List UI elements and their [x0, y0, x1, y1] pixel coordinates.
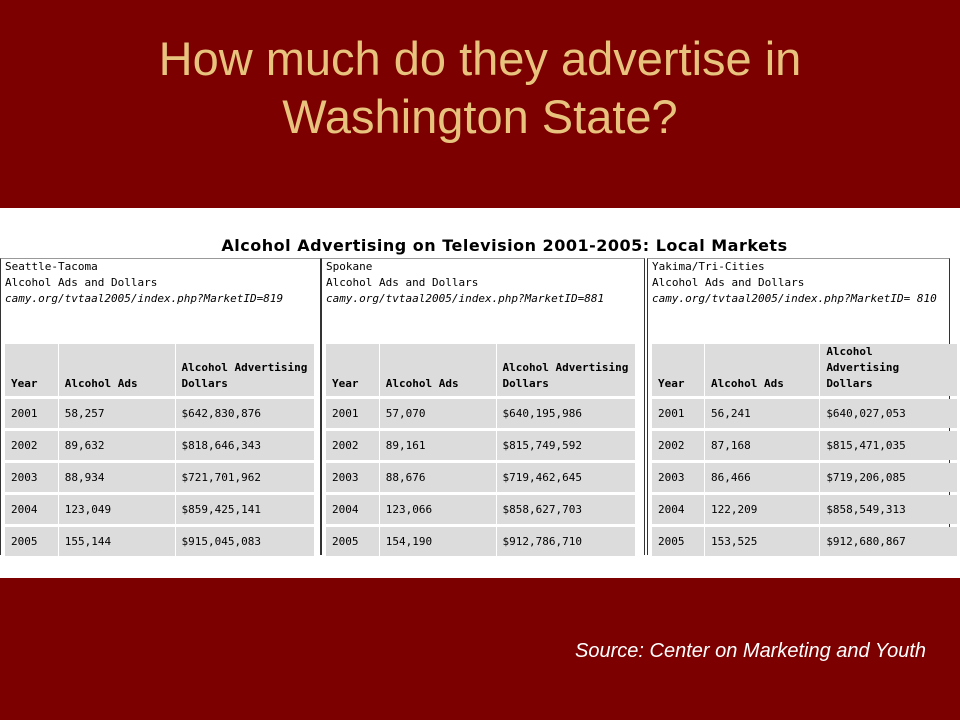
table-cell: 2002 [652, 431, 706, 460]
table-cell: 2003 [652, 463, 706, 492]
market-subtitle: Alcohol Ads and Dollars [652, 276, 805, 289]
table-cell: 87,168 [705, 431, 821, 460]
table-cell: 153,525 [705, 527, 821, 556]
market-name: Seattle-Tacoma [5, 260, 98, 273]
table-row: 2003 88,676 $719,462,645 [326, 463, 636, 492]
table-cell: 89,632 [58, 431, 176, 460]
table-cell: 57,070 [379, 399, 497, 428]
table-cell: 2001 [326, 399, 380, 428]
table-cell: 2002 [326, 431, 380, 460]
table-row: 2003 88,934 $721,701,962 [5, 463, 315, 492]
table-row: 2001 58,257 $642,830,876 [5, 399, 315, 428]
market-url: camy.org/tvtaal2005/index.php?MarketID=8… [326, 292, 605, 305]
market-table: Year Alcohol Ads Alcohol Advertising Dolla… [326, 341, 636, 559]
market-panel-spokane: Spokane Alcohol Ads and Dollars camy.org… [321, 258, 645, 556]
table-cell: 2005 [5, 527, 59, 556]
market-panel-yakima-tri-cities: Yakima/Tri-Cities Alcohol Ads and Dollar… [647, 258, 958, 556]
table-cell: $719,206,085 [820, 463, 958, 492]
table-cell: 2003 [326, 463, 380, 492]
column-header: Alcohol Advertising Dollars [175, 344, 315, 396]
table-cell: 2002 [5, 431, 59, 460]
table-row: 2002 87,168 $815,471,035 [652, 431, 958, 460]
market-subtitle: Alcohol Ads and Dollars [326, 276, 479, 289]
table-cell: 2001 [5, 399, 59, 428]
column-header: Alcohol Advertising Dollars [820, 344, 958, 396]
market-url: camy.org/tvtaal2005/index.php?MarketID=8… [5, 292, 284, 305]
table-cell: $858,549,313 [820, 495, 958, 524]
market-name: Spokane [326, 260, 373, 273]
table-header-row: Year Alcohol Ads Alcohol Advertising Dolla… [652, 344, 958, 396]
market-name: Yakima/Tri-Cities [652, 260, 765, 273]
table-cell: 2004 [652, 495, 706, 524]
table-cell: 123,066 [379, 495, 497, 524]
table-cell: $642,830,876 [175, 399, 315, 428]
table-cell: 58,257 [58, 399, 176, 428]
market-table: Year Alcohol Ads Alcohol Advertising Dolla… [652, 341, 958, 559]
figure-title: Alcohol Advertising on Television 2001-2… [221, 236, 788, 255]
table-cell: 88,676 [379, 463, 497, 492]
table-cell: 155,144 [58, 527, 176, 556]
table-cell: $721,701,962 [175, 463, 315, 492]
market-subtitle: Alcohol Ads and Dollars [5, 276, 158, 289]
table-cell: 2004 [5, 495, 59, 524]
table-cell: 122,209 [705, 495, 821, 524]
table-row: 2005 153,525 $912,680,867 [652, 527, 958, 556]
table-figure: Alcohol Advertising on Television 2001-2… [0, 208, 960, 578]
table-cell: $912,786,710 [496, 527, 636, 556]
market-panel-seattle-tacoma: Seattle-Tacoma Alcohol Ads and Dollars c… [0, 258, 321, 556]
table-cell: 2003 [5, 463, 59, 492]
source-caption: Source: Center on Marketing and Youth [575, 640, 926, 662]
table-cell: $859,425,141 [175, 495, 315, 524]
table-cell: $719,462,645 [496, 463, 636, 492]
table-row: 2001 57,070 $640,195,986 [326, 399, 636, 428]
table-row: 2005 155,144 $915,045,083 [5, 527, 315, 556]
table-cell: $915,045,083 [175, 527, 315, 556]
slide-title-line-2: Washington State? [282, 90, 678, 143]
table-row: 2001 56,241 $640,027,053 [652, 399, 958, 428]
table-cell: $640,027,053 [820, 399, 958, 428]
table-cell: $818,646,343 [175, 431, 315, 460]
table-row: 2004 123,049 $859,425,141 [5, 495, 315, 524]
table-cell: 123,049 [58, 495, 176, 524]
column-header: Alcohol Ads [58, 344, 176, 396]
table-row: 2004 123,066 $858,627,703 [326, 495, 636, 524]
column-header: Alcohol Ads [705, 344, 821, 396]
column-header: Year [5, 344, 59, 396]
column-header: Alcohol Ads [379, 344, 497, 396]
table-cell: 154,190 [379, 527, 497, 556]
table-row: 2002 89,632 $818,646,343 [5, 431, 315, 460]
table-cell: 56,241 [705, 399, 821, 428]
table-header-row: Year Alcohol Ads Alcohol Advertising Dolla… [5, 344, 315, 396]
table-cell: $912,680,867 [820, 527, 958, 556]
table-row: 2003 86,466 $719,206,085 [652, 463, 958, 492]
table-cell: $640,195,986 [496, 399, 636, 428]
column-header: Year [652, 344, 706, 396]
table-row: 2005 154,190 $912,786,710 [326, 527, 636, 556]
table-row: 2004 122,209 $858,549,313 [652, 495, 958, 524]
table-cell: 86,466 [705, 463, 821, 492]
table-cell: 2005 [326, 527, 380, 556]
table-cell: $858,627,703 [496, 495, 636, 524]
table-cell: $815,471,035 [820, 431, 958, 460]
column-header: Year [326, 344, 380, 396]
table-cell: 2005 [652, 527, 706, 556]
table-cell: 2001 [652, 399, 706, 428]
table-header-row: Year Alcohol Ads Alcohol Advertising Dolla… [326, 344, 636, 396]
column-header: Alcohol Advertising Dollars [496, 344, 636, 396]
table-cell: 2004 [326, 495, 380, 524]
slide-title-line-1: How much do they advertise in [158, 32, 802, 85]
table-row: 2002 89,161 $815,749,592 [326, 431, 636, 460]
slide-title: How much do they advertise in Washington… [0, 30, 960, 146]
table-cell: 88,934 [58, 463, 176, 492]
table-cell: 89,161 [379, 431, 497, 460]
market-url: camy.org/tvtaal2005/index.php?MarketID= … [652, 292, 937, 305]
table-cell: $815,749,592 [496, 431, 636, 460]
market-table: Year Alcohol Ads Alcohol Advertising Dolla… [5, 341, 315, 559]
